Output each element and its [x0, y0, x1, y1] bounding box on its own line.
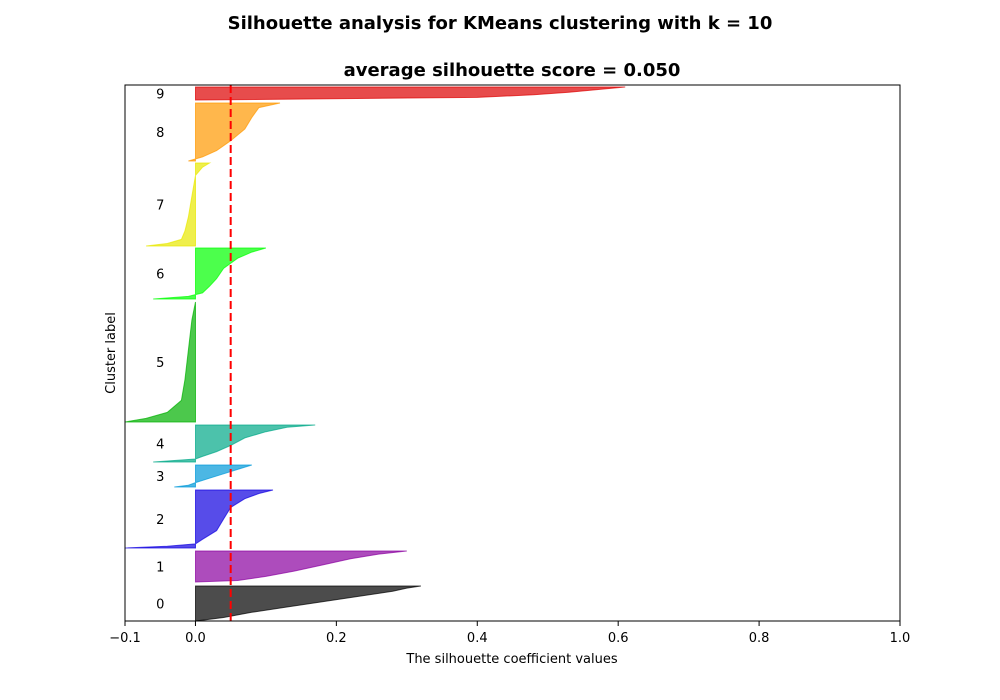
x-tick-label: 0.6: [608, 631, 629, 646]
cluster-6-silhouette: [153, 247, 267, 300]
cluster-9-silhouette: [195, 86, 626, 101]
cluster-label-1: 1: [156, 561, 164, 576]
x-axis-label: The silhouette coefficient values: [405, 652, 617, 667]
cluster-8-silhouette: [188, 102, 281, 162]
cluster-label-5: 5: [156, 356, 164, 371]
x-tick-label: 0.0: [185, 631, 206, 646]
chart-suptitle: Silhouette analysis for KMeans clusterin…: [228, 13, 773, 34]
x-axis-ticks: −0.1 0.0 0.2 0.4 0.6 0.8 1.0: [109, 621, 910, 646]
x-tick-label: 0.8: [749, 631, 770, 646]
cluster-label-6: 6: [156, 268, 164, 283]
cluster-0-silhouette: [195, 585, 421, 622]
cluster-4-silhouette: [153, 424, 316, 463]
cluster-label-7: 7: [156, 199, 164, 214]
cluster-label-2: 2: [156, 513, 164, 528]
cluster-2-silhouette: [124, 489, 274, 549]
cluster-5-silhouette: [124, 301, 196, 423]
cluster-1-silhouette: [195, 550, 407, 583]
cluster-label-4: 4: [156, 438, 164, 453]
cluster-label-9: 9: [156, 88, 164, 103]
cluster-label-8: 8: [156, 126, 164, 141]
x-tick-label: −0.1: [109, 631, 141, 646]
cluster-label-0: 0: [156, 598, 164, 613]
x-tick-label: 1.0: [890, 631, 911, 646]
cluster-labels: 0 1 2 3 4 5 6 7 8 9: [156, 88, 164, 613]
x-tick-label: 0.2: [326, 631, 347, 646]
cluster-3-silhouette: [174, 464, 252, 488]
cluster-silhouettes: [124, 86, 626, 622]
cluster-label-3: 3: [156, 470, 164, 485]
y-axis-label: Cluster label: [104, 312, 119, 394]
x-tick-label: 0.4: [467, 631, 488, 646]
plot-frame: [124, 84, 901, 622]
cluster-7-silhouette: [146, 162, 212, 247]
chart-title: average silhouette score = 0.050: [344, 60, 681, 81]
